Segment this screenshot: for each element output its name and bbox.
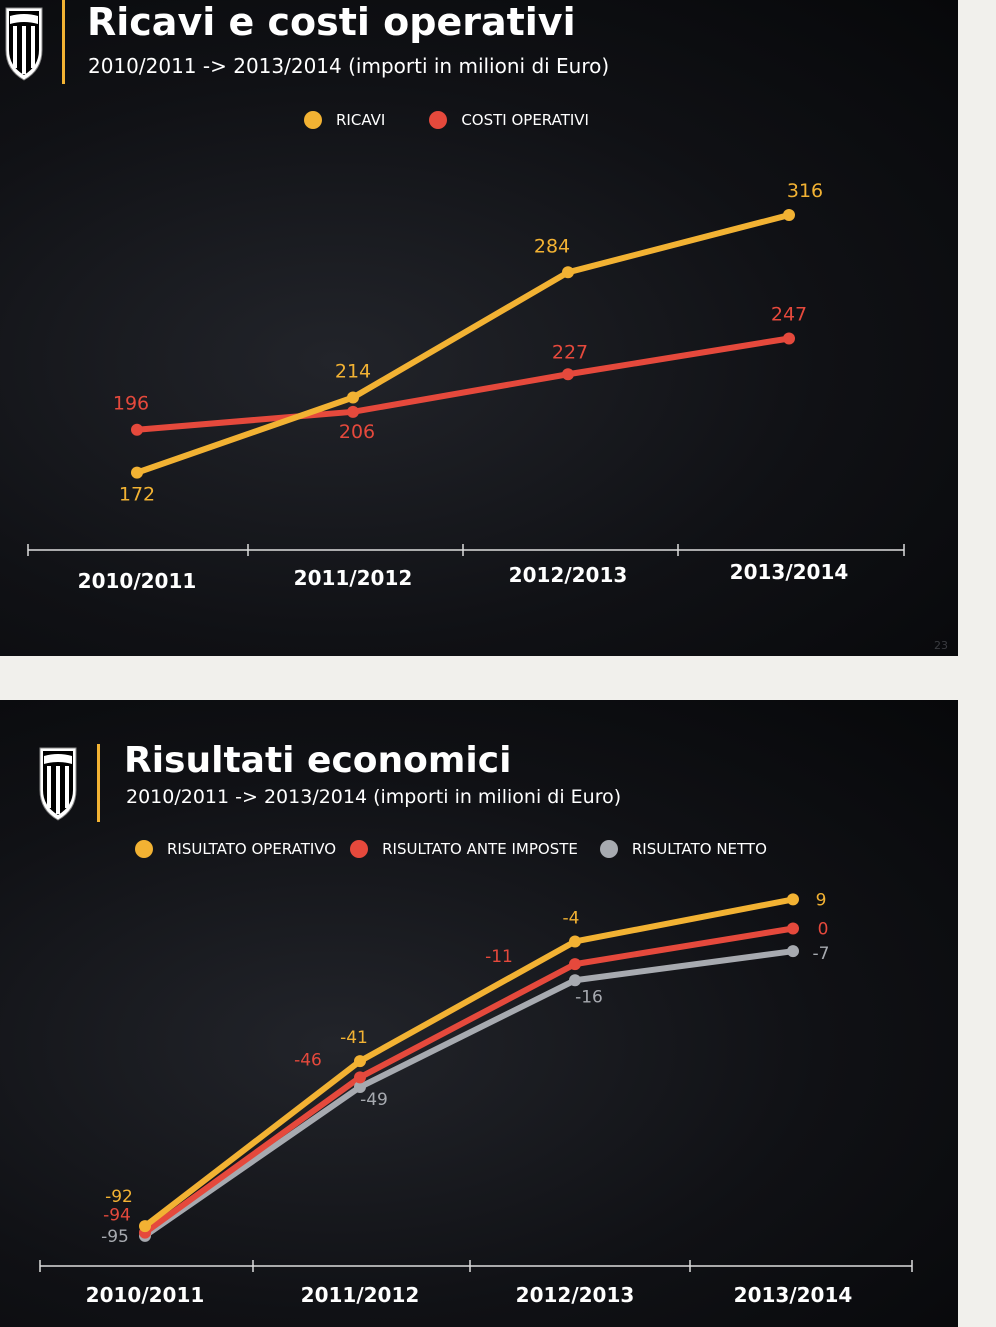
legend-label: COSTI OPERATIVI: [461, 111, 589, 129]
data-label: -41: [340, 1028, 368, 1048]
data-label: 227: [552, 341, 588, 363]
data-point: [787, 893, 799, 906]
data-label: -7: [813, 944, 830, 964]
slide-ricavi-costi: Ricavi e costi operativi 2010/2011 -> 20…: [0, 0, 958, 656]
chart-risultati: 2010/2011 2011/2012 2012/2013 2013/2014-92-…: [39, 890, 913, 1307]
data-point: [347, 391, 359, 404]
x-tick-label: 2011/2012: [294, 566, 413, 590]
x-tick-label: 2010/2011: [78, 569, 197, 593]
data-point: [131, 466, 143, 479]
data-point: [787, 945, 799, 958]
data-point: [569, 935, 581, 948]
title-accent-bar: [97, 744, 100, 822]
data-label: 172: [119, 484, 155, 506]
legend-label: RISULTATO OPERATIVO: [167, 840, 337, 858]
slide-risultati: Risultati economici 2010/2011 -> 2013/20…: [0, 700, 958, 1327]
page-subtitle: 2010/2011 -> 2013/2014 (importi in milio…: [126, 786, 622, 808]
legend-dot-icon: [429, 111, 448, 129]
data-point: [783, 209, 795, 222]
data-label: 316: [787, 180, 823, 202]
legend-label: RISULTATO ANTE IMPOSTE: [382, 840, 578, 858]
data-point: [569, 974, 581, 987]
data-label: 284: [534, 235, 570, 257]
data-label: 0: [818, 920, 829, 940]
chart-legend: RICAVI COSTI OPERATIVI: [304, 111, 633, 129]
x-tick-label: 2010/2011: [86, 1283, 205, 1307]
data-point: [562, 368, 574, 381]
slide-background: [0, 0, 958, 656]
data-label: -94: [103, 1206, 131, 1226]
data-point: [562, 266, 574, 279]
series-line: [142, 896, 796, 1230]
data-label: 9: [816, 890, 827, 910]
data-point: [347, 405, 359, 418]
data-label: 214: [335, 361, 371, 383]
data-label: -49: [360, 1090, 388, 1110]
legend-label: RICAVI: [336, 111, 386, 129]
page-title: Risultati economici: [124, 740, 512, 781]
data-point: [139, 1220, 151, 1233]
x-tick-label: 2012/2013: [516, 1283, 635, 1307]
chart-legend: RISULTATO OPERATIVO RISULTATO ANTE IMPOS…: [135, 840, 811, 858]
data-label: -4: [563, 908, 580, 928]
series-line: [134, 335, 792, 433]
data-label: -16: [575, 987, 603, 1007]
series-line: [142, 948, 796, 1239]
series-line: [142, 925, 796, 1236]
data-label: -11: [485, 947, 513, 967]
x-tick-label: 2012/2013: [509, 563, 628, 587]
page-subtitle: 2010/2011 -> 2013/2014 (importi in milio…: [88, 54, 610, 78]
legend-dot-icon: [599, 840, 618, 858]
data-point: [131, 423, 143, 436]
legend-dot-icon: [135, 840, 153, 858]
data-point: [354, 1055, 366, 1068]
series-line: [134, 212, 792, 476]
data-point: [354, 1081, 366, 1094]
x-tick-label: 2011/2012: [301, 1283, 420, 1307]
data-label: 247: [771, 303, 807, 325]
data-point: [783, 332, 795, 345]
legend-dot-icon: [350, 840, 369, 858]
data-label: 196: [113, 393, 149, 415]
juventus-logo-icon: [2, 4, 46, 81]
page-title: Ricavi e costi operativi: [87, 0, 576, 44]
juventus-logo-icon: [36, 744, 80, 821]
title-accent-bar: [62, 0, 65, 84]
x-tick-label: 2013/2014: [730, 560, 849, 584]
data-point: [354, 1071, 366, 1084]
data-label: -92: [105, 1187, 133, 1207]
data-label: -46: [294, 1050, 322, 1070]
data-label: -95: [101, 1227, 129, 1247]
x-tick-label: 2013/2014: [734, 1283, 853, 1307]
data-point: [569, 958, 581, 971]
chart-ricavi-costi: 2010/2011 2011/2012 2012/2013 2013/2014 172 2…: [27, 180, 905, 593]
legend-label: RISULTATO NETTO: [631, 840, 767, 858]
page-number: 23: [934, 639, 948, 652]
data-label: 206: [339, 421, 375, 443]
data-point: [787, 922, 799, 935]
legend-dot-icon: [304, 111, 322, 129]
